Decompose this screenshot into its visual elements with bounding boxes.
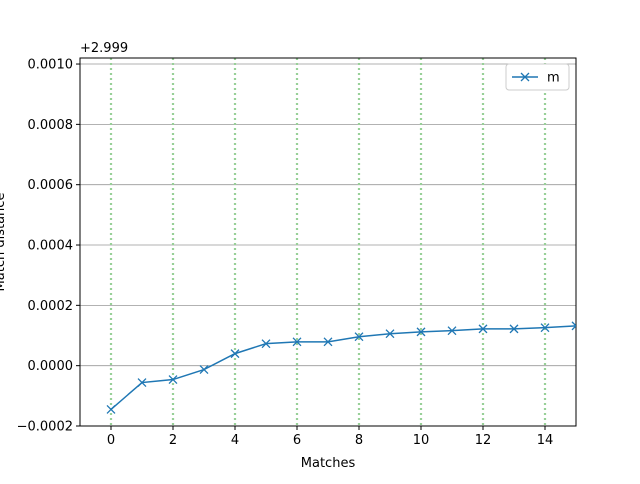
plot-frame (79, 57, 577, 427)
y-tick-label: 0.0008 (28, 118, 74, 133)
x-tick-label: 0 (107, 433, 115, 448)
marker (323, 337, 333, 347)
marker (261, 339, 271, 349)
y-axis-label: Match distance (0, 193, 8, 292)
x-tick-label: 4 (231, 433, 239, 448)
marker (478, 324, 488, 334)
y-tick-label: −0.0002 (17, 420, 73, 435)
marker (199, 365, 209, 375)
x-tick-label: 8 (355, 433, 363, 448)
marker (571, 321, 576, 331)
series-line (110, 325, 576, 410)
marker (385, 329, 395, 339)
marker (540, 323, 550, 333)
y-offset-label: +2.999 (80, 41, 128, 56)
x-tick-label: 10 (413, 433, 430, 448)
plot-area (106, 321, 576, 414)
marker (137, 378, 147, 388)
y-tick-label: 0.0002 (28, 299, 74, 314)
y-tick-label: 0.0004 (28, 239, 74, 254)
marker (168, 375, 178, 385)
marker (416, 327, 426, 337)
marker (447, 326, 457, 336)
marker (230, 349, 240, 359)
x-tick-label: 14 (537, 433, 554, 448)
y-tick-label: 0.0010 (28, 58, 74, 73)
marker (509, 324, 519, 334)
legend-label: m (547, 71, 560, 86)
y-tick-label: 0.0000 (28, 359, 74, 374)
marker (354, 332, 364, 342)
x-axis-label: Matches (301, 456, 356, 471)
x-tick-label: 2 (169, 433, 177, 448)
x-tick-label: 12 (475, 433, 492, 448)
marker (292, 337, 302, 347)
legend-marker (520, 72, 530, 82)
x-tick-label: 6 (293, 433, 301, 448)
y-tick-label: 0.0006 (28, 178, 74, 193)
marker (106, 404, 116, 414)
